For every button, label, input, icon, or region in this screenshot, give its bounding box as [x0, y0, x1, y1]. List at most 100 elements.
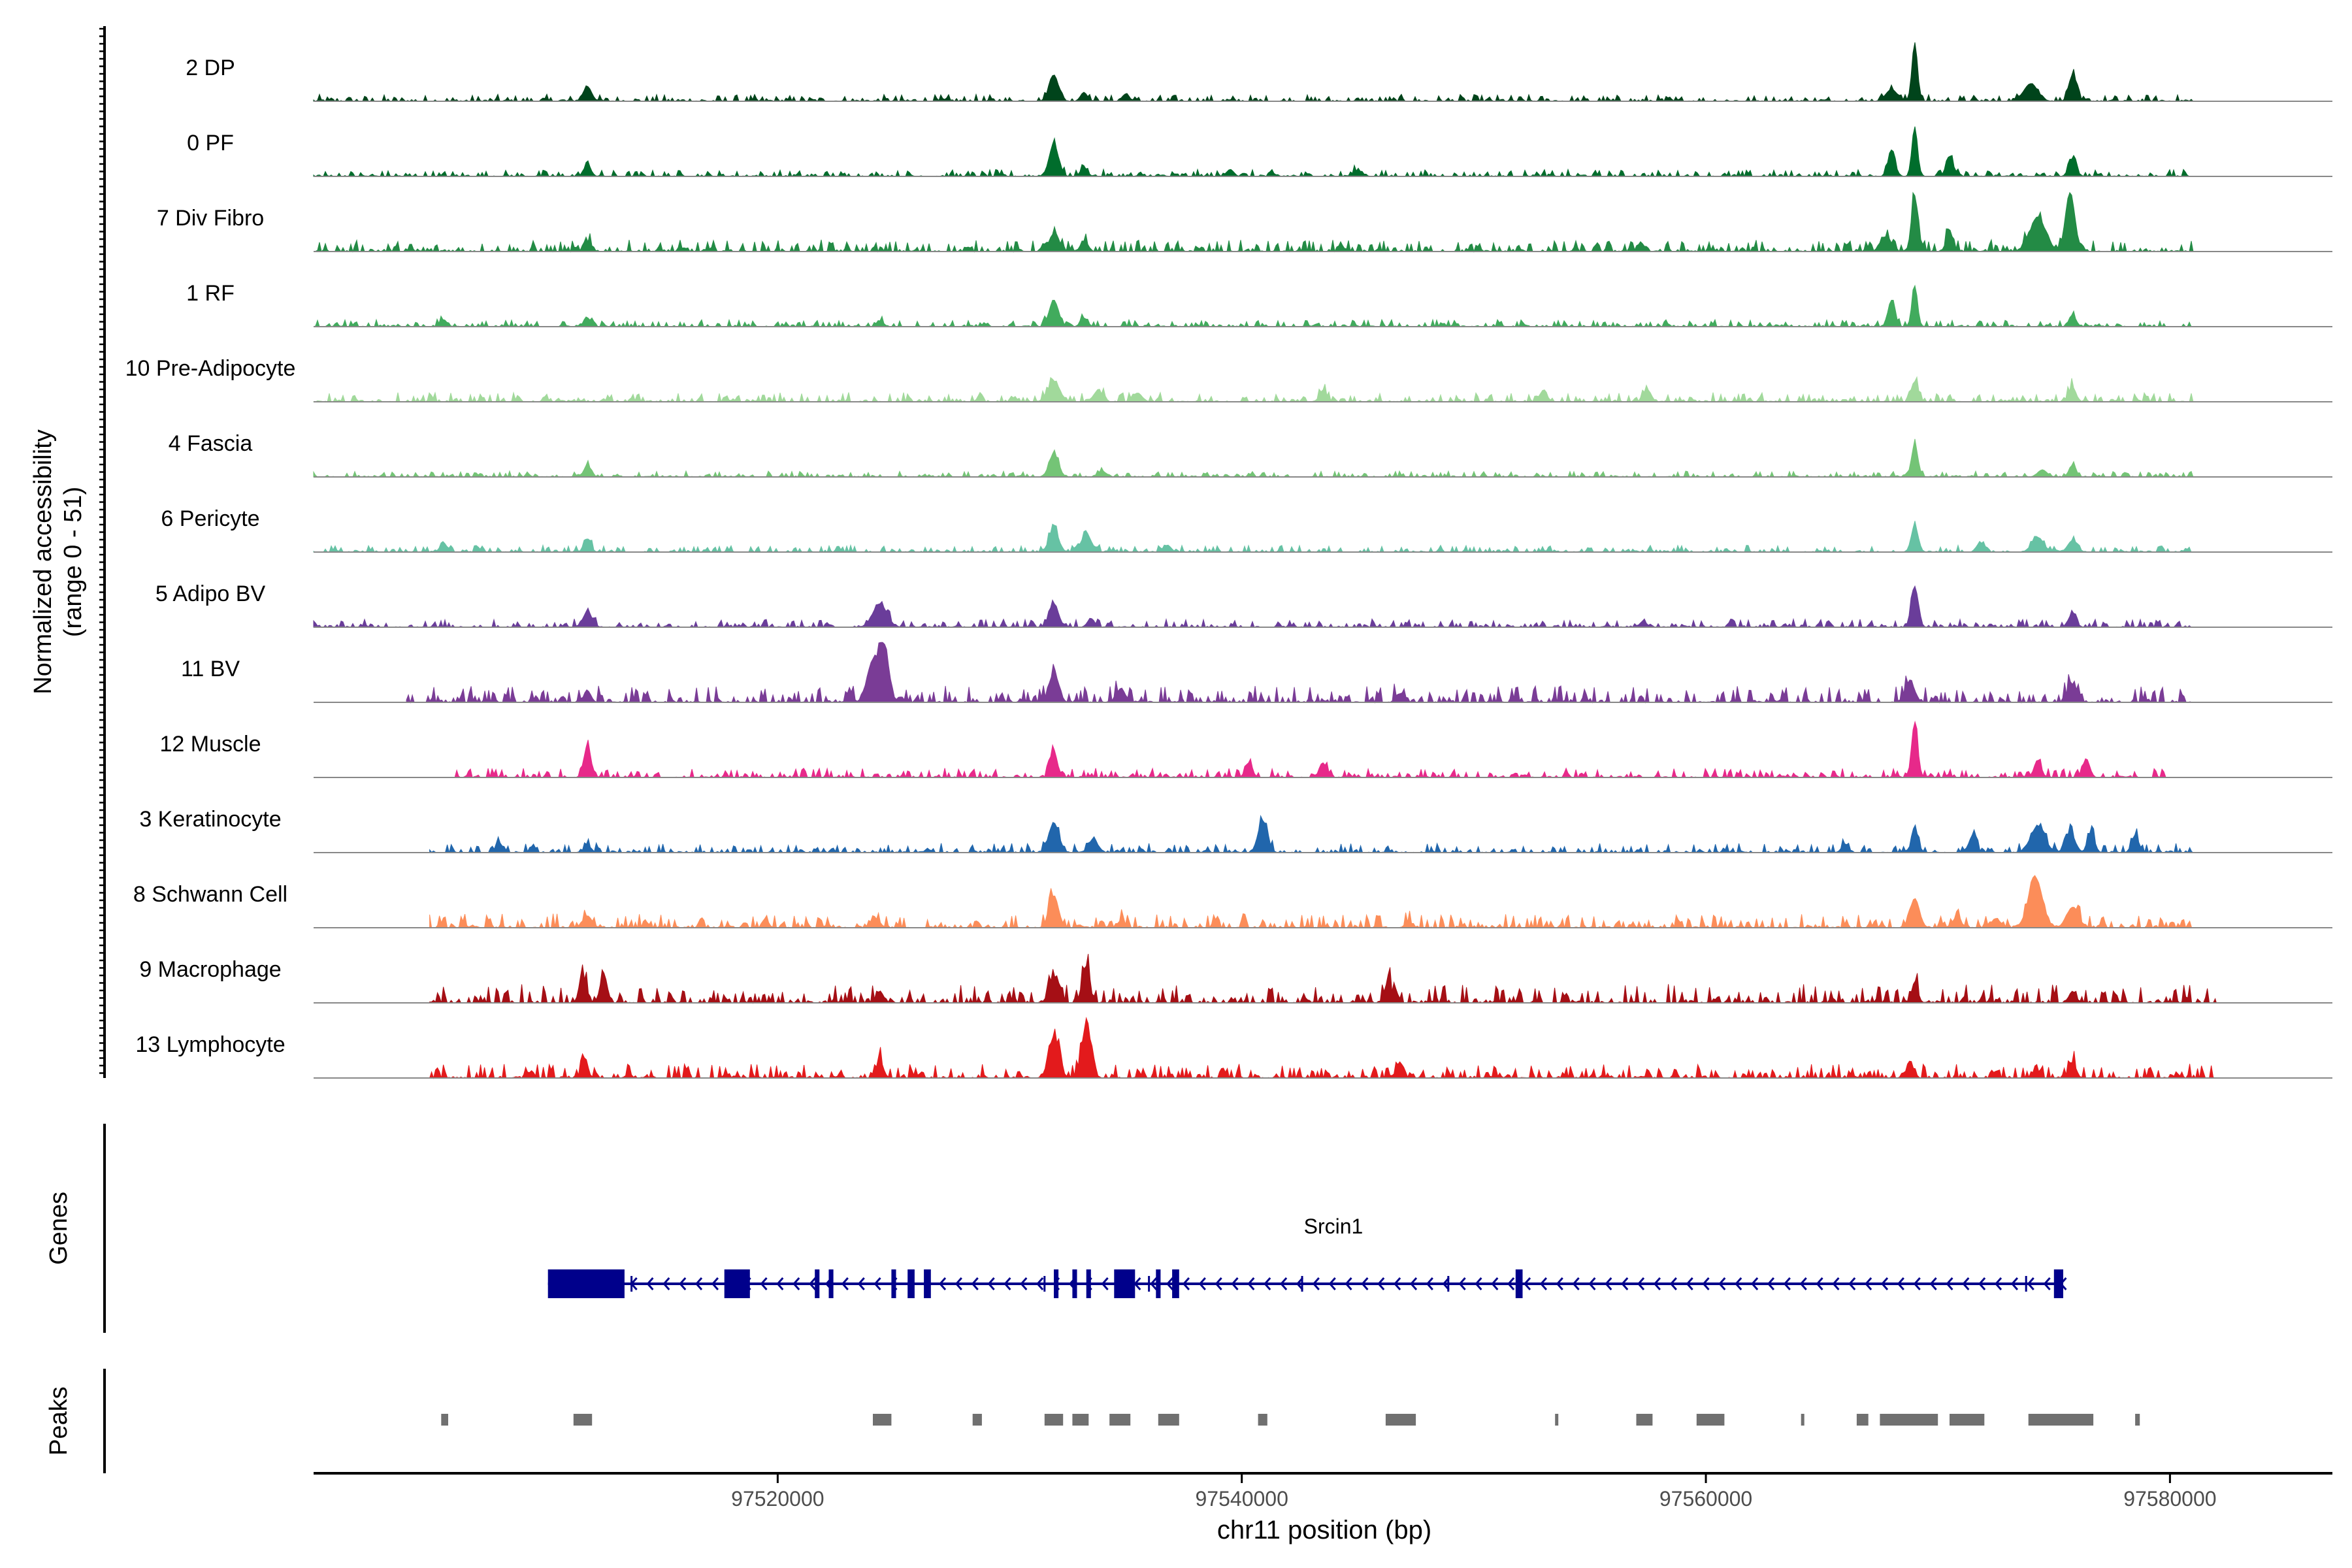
strand-arrow: [1247, 1277, 1255, 1290]
peak-region: [873, 1414, 892, 1426]
exon: [907, 1269, 915, 1298]
strand-arrow: [1394, 1277, 1401, 1290]
strand-arrow: [1669, 1277, 1677, 1290]
track-label: 7 Div Fibro: [157, 206, 264, 231]
x-tick-label: 97580000: [2123, 1487, 2216, 1511]
strand-arrow: [1491, 1277, 1499, 1290]
strand-arrow: [1637, 1277, 1645, 1290]
strand-arrow: [1426, 1277, 1433, 1290]
peak-region: [573, 1414, 593, 1426]
exon: [547, 1269, 625, 1298]
track-label: 12 Muscle: [160, 732, 261, 757]
peak-region: [1044, 1414, 1064, 1426]
track-label: 9 Macrophage: [139, 957, 281, 982]
strand-arrow: [1523, 1277, 1531, 1290]
exon: [724, 1269, 750, 1298]
track-label: 3 Keratinocyte: [139, 807, 281, 832]
coverage-area: [313, 191, 2194, 253]
strand-arrow: [1036, 1277, 1044, 1290]
strand-arrow: [955, 1277, 962, 1290]
strand-arrow: [1913, 1277, 1921, 1290]
strand-arrow: [938, 1277, 947, 1290]
strand-arrow: [1345, 1277, 1352, 1290]
strand-arrow: [1686, 1277, 1693, 1290]
peak-region: [441, 1414, 448, 1426]
x-tick-label: 97540000: [1196, 1487, 1288, 1511]
track-label: 0 PF: [187, 131, 234, 155]
strand-arrow: [694, 1277, 703, 1290]
strand-arrow: [1588, 1277, 1596, 1290]
peak-region: [1158, 1414, 1179, 1426]
strand-arrow: [1004, 1277, 1011, 1290]
strand-arrow: [776, 1277, 784, 1290]
track-9: 11 BV: [181, 642, 2332, 704]
x-tick-label: 97520000: [731, 1487, 824, 1511]
track-label: 13 Lymphocyte: [135, 1032, 285, 1057]
peaks-panel-label: Peaks: [45, 1386, 73, 1456]
strand-arrow: [1962, 1277, 1970, 1290]
exon: [891, 1269, 896, 1298]
strand-arrow: [646, 1277, 654, 1290]
strand-arrow: [1198, 1277, 1206, 1290]
track-label: 4 Fascia: [169, 431, 253, 456]
strand-arrow: [679, 1277, 687, 1290]
peak-region: [1385, 1414, 1416, 1426]
strand-arrow: [1767, 1277, 1775, 1290]
strand-arrow: [1539, 1277, 1548, 1290]
strand-arrow: [1978, 1277, 1986, 1290]
exon: [1086, 1269, 1091, 1298]
strand-arrow: [662, 1277, 670, 1290]
track-14: 13 Lymphocyte: [135, 1017, 2332, 1079]
strand-arrow: [1328, 1277, 1336, 1290]
strand-arrow: [1929, 1277, 1937, 1290]
track-7: 6 Pericyte: [161, 506, 2332, 553]
strand-arrow: [857, 1277, 865, 1290]
strand-arrow: [2043, 1277, 2051, 1290]
strand-arrow: [874, 1277, 881, 1290]
x-tick-label: 97560000: [1659, 1487, 1752, 1511]
strand-arrow: [1458, 1277, 1466, 1290]
exon: [1156, 1269, 1161, 1298]
track-label: 11 BV: [181, 657, 240, 681]
track-label: 6 Pericyte: [161, 506, 259, 531]
strand-arrow: [2027, 1277, 2034, 1290]
y-axis-label-line2: (range 0 - 51): [59, 487, 87, 637]
strand-arrow: [1994, 1277, 2002, 1290]
strand-arrow: [1880, 1277, 1889, 1290]
strand-arrow: [1166, 1277, 1174, 1290]
peaks-track: [441, 1414, 2140, 1426]
strand-arrow: [1735, 1277, 1742, 1290]
strand-arrow: [1621, 1277, 1629, 1290]
strand-arrow: [2010, 1277, 2019, 1290]
strand-arrow: [1361, 1277, 1369, 1290]
strand-arrow: [1475, 1277, 1482, 1290]
peak-region: [1636, 1414, 1653, 1426]
strand-arrow: [1101, 1277, 1109, 1290]
strand-arrow: [1377, 1277, 1385, 1290]
strand-arrow: [1848, 1277, 1856, 1290]
strand-arrow: [1264, 1277, 1271, 1290]
strand-arrow: [1832, 1277, 1840, 1290]
exon: [1114, 1269, 1135, 1298]
strand-arrow: [1653, 1277, 1661, 1290]
peak-region: [1258, 1414, 1267, 1426]
strand-arrow: [1231, 1277, 1239, 1290]
strand-arrow: [1280, 1277, 1288, 1290]
strand-arrow: [1556, 1277, 1563, 1290]
track-3: 7 Div Fibro: [157, 191, 2332, 253]
gene-name-label: Srcin1: [1304, 1215, 1364, 1238]
strand-arrow: [1507, 1277, 1515, 1290]
strand-arrow: [1816, 1277, 1823, 1290]
track-10: 12 Muscle: [160, 720, 2332, 779]
peak-region: [1696, 1414, 1725, 1426]
strand-arrow: [1182, 1277, 1190, 1290]
track-label: 1 RF: [186, 281, 235, 306]
strand-arrow: [1605, 1277, 1612, 1290]
track-12: 8 Schwann Cell: [133, 875, 2332, 929]
x-axis-label: chr11 position (bp): [1217, 1516, 1431, 1544]
strand-arrow: [711, 1277, 719, 1290]
track-2: 0 PF: [187, 126, 2332, 178]
strand-arrow: [1702, 1277, 1710, 1290]
exon: [2053, 1269, 2063, 1298]
